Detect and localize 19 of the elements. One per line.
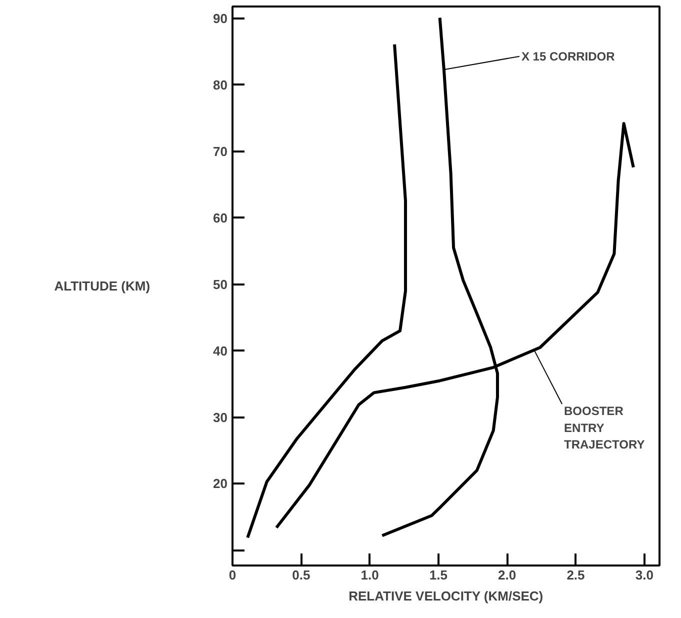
y-axis-title: ALTITUDE (KM)	[54, 278, 150, 294]
y-tick-label: 40	[213, 343, 228, 358]
annotation: X 15 CORRIDOR	[521, 49, 616, 64]
annotation: BOOSTER ENTRY TRAJECTORY	[564, 404, 645, 452]
y-tick-label: 80	[213, 77, 228, 92]
y-tick-label: 20	[213, 476, 228, 492]
y-tick-label: 90	[213, 10, 228, 26]
y-tick-label: 50	[213, 276, 228, 292]
x-tick-label: 1.0	[360, 568, 379, 582]
x-tick-label: 2.0	[498, 568, 516, 582]
x-tick-label: 2.5	[566, 568, 585, 582]
x-tick-label: 0.5	[292, 568, 310, 582]
x-tick-label: 1.5	[429, 568, 448, 582]
x-axis-title: RELATIVE VELOCITY (KM/SEC)	[348, 588, 544, 604]
x-tick-label: 3.0	[635, 568, 654, 582]
y-tick-label: 70	[213, 144, 228, 159]
y-tick-label: 30	[213, 410, 228, 425]
y-tick-label: 60	[213, 210, 228, 226]
x-tick-label: 0	[228, 568, 236, 582]
